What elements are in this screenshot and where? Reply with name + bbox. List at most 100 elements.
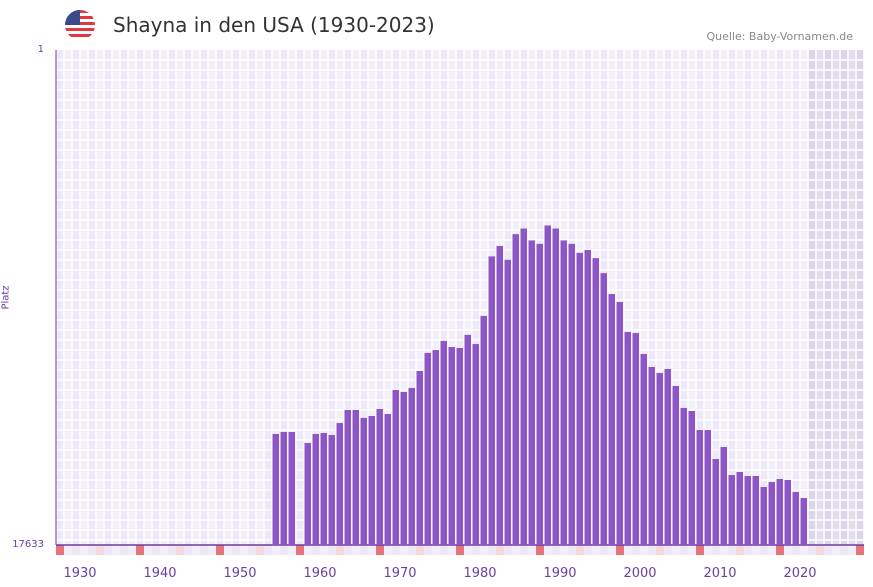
year-marker — [96, 545, 104, 555]
year-marker — [424, 545, 432, 555]
bar-2000 — [624, 331, 631, 545]
year-marker — [688, 545, 696, 555]
grid-column — [280, 50, 288, 545]
year-marker — [448, 545, 456, 555]
bar-1984 — [496, 245, 503, 546]
year-marker — [56, 545, 64, 555]
year-marker — [264, 545, 272, 555]
grid-column — [96, 50, 104, 545]
bar-1978 — [448, 346, 455, 545]
year-marker — [288, 545, 296, 555]
bar-1960 — [304, 442, 311, 545]
year-marker — [544, 545, 552, 555]
x-tick-label: 1930 — [63, 566, 96, 581]
grid-column — [224, 50, 232, 545]
x-tick-label: 1980 — [463, 566, 496, 581]
year-marker — [672, 545, 680, 555]
bar-1992 — [560, 240, 567, 545]
year-marker — [624, 545, 632, 555]
bar-1965 — [344, 409, 351, 545]
x-tick-label: 2020 — [783, 566, 816, 581]
year-marker — [736, 545, 744, 555]
grid-column — [616, 50, 624, 545]
source-link[interactable]: Quelle: Baby-Vornamen.de — [706, 30, 853, 43]
bar-1995 — [584, 250, 591, 545]
grid-column — [240, 50, 248, 545]
grid-column — [344, 50, 352, 545]
year-marker — [856, 545, 864, 555]
year-marker — [512, 545, 520, 555]
grid-column — [800, 50, 808, 545]
grid-column — [792, 50, 800, 545]
bar-1982 — [480, 315, 487, 545]
year-marker — [240, 545, 248, 555]
bar-2016 — [752, 476, 759, 545]
bar-1985 — [504, 259, 511, 545]
year-marker — [112, 545, 120, 555]
grid-column — [272, 50, 280, 545]
year-marker — [712, 545, 720, 555]
bar-1964 — [336, 422, 343, 545]
year-marker — [560, 545, 568, 555]
grid-column — [64, 50, 72, 545]
grid-column — [208, 50, 216, 545]
year-marker — [456, 545, 464, 555]
grid-column — [440, 50, 448, 545]
year-marker — [608, 545, 616, 555]
bar-1987 — [520, 228, 527, 546]
year-marker — [344, 545, 352, 555]
grid-column — [632, 50, 640, 545]
bar-2008 — [688, 411, 695, 545]
year-marker — [824, 545, 832, 555]
year-marker — [528, 545, 536, 555]
bar-1966 — [352, 409, 359, 545]
grid-column — [848, 50, 856, 545]
bar-1989 — [536, 243, 543, 545]
bar-1971 — [392, 389, 399, 545]
grid-column — [776, 50, 784, 545]
grid-column — [472, 50, 480, 545]
year-marker — [760, 545, 768, 555]
bar-1969 — [376, 408, 383, 545]
bar-1999 — [616, 301, 623, 545]
bar-2009 — [696, 429, 703, 545]
grid-column — [832, 50, 840, 545]
year-marker — [832, 545, 840, 555]
bar-2021 — [792, 492, 799, 545]
year-marker — [368, 545, 376, 555]
year-marker — [120, 545, 128, 555]
year-marker — [840, 545, 848, 555]
grid-column — [672, 50, 680, 545]
grid-column — [744, 50, 752, 545]
year-marker — [416, 545, 424, 555]
bar-2011 — [712, 459, 719, 545]
grid-column — [784, 50, 792, 545]
grid-column — [320, 50, 328, 545]
grid-column — [392, 50, 400, 545]
bar-1963 — [328, 434, 335, 545]
year-marker — [320, 545, 328, 555]
grid-column — [808, 50, 816, 545]
grid-column — [128, 50, 136, 545]
year-marker — [848, 545, 856, 555]
bar-1958 — [288, 431, 295, 545]
year-marker — [440, 545, 448, 555]
grid-column — [296, 50, 304, 545]
bar-1980 — [464, 334, 471, 545]
year-marker — [224, 545, 232, 555]
bar-2004 — [656, 373, 663, 545]
grid-column — [216, 50, 224, 545]
y-tick-bottom: 17633 — [12, 539, 44, 550]
grid-column — [688, 50, 696, 545]
grid-column — [360, 50, 368, 545]
grid-column — [352, 50, 360, 545]
year-marker — [776, 545, 784, 555]
year-marker — [792, 545, 800, 555]
bar-1998 — [608, 294, 615, 545]
year-marker — [504, 545, 512, 555]
bar-2001 — [632, 333, 639, 545]
year-marker — [576, 545, 584, 555]
year-marker — [520, 545, 528, 555]
year-marker — [648, 545, 656, 555]
